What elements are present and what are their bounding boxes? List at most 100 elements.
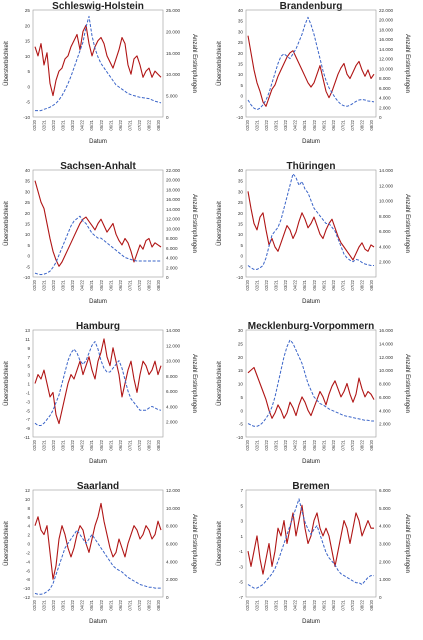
x-tick-label: 06/22 [118, 599, 123, 610]
right-tick-label: 6.000 [166, 542, 178, 547]
right-tick-label: 20.000 [166, 178, 180, 183]
right-tick-label: 6.000 [379, 229, 391, 234]
x-tick-label: 03/22 [283, 119, 288, 130]
left-tick-label: 20 [238, 355, 244, 360]
x-tick-label: 02/20 [32, 279, 37, 290]
x-tick-label: 02/22 [51, 119, 56, 130]
plot-frame [32, 9, 164, 118]
chart-panel: Brandenburg -10 -5 0 5 10 15 20 25 30 35 40 0 2.000 4.… [216, 1, 410, 145]
left-tick-label: 5 [240, 395, 243, 400]
left-tick-label: -12 [23, 595, 30, 600]
left-tick-label: 1 [240, 534, 243, 539]
x-tick-label: 02/22 [51, 599, 56, 610]
left-tick-label: 5 [240, 503, 243, 508]
x-tick-label: 02/21 [255, 279, 260, 290]
right-tick-label: 10.000 [166, 359, 180, 364]
left-tick-label: -5 [26, 100, 31, 105]
right-tick-label: 22.000 [166, 168, 180, 173]
left-tick-label: 0 [240, 94, 243, 99]
left-tick-label: 5 [27, 69, 30, 74]
right-tick-label: 12.000 [166, 343, 180, 348]
chart-panel: Bremen -7 -5 -3 -1 1 3 5 7 0 1.000 2.000 3.000 4.000 5… [216, 481, 410, 625]
chart-title: Saarland [77, 481, 119, 492]
y-left-axis-label: Übersterblichkeit [3, 361, 10, 406]
right-tick-label: 20.000 [379, 18, 393, 23]
plot-frame [245, 489, 377, 598]
left-tick-label: 10 [238, 72, 244, 77]
chart-panel: Mecklenburg-Vorpommern -10 -5 0 5 10 15 20 25 30 2… [216, 321, 410, 465]
left-tick-label: 10 [25, 232, 31, 237]
right-tick-label: 14.000 [379, 47, 393, 52]
x-tick-label: 07/21 [340, 279, 345, 290]
x-tick-label: 03/22 [283, 439, 288, 450]
right-tick-label: 6.000 [379, 86, 391, 91]
left-tick-label: 3 [240, 519, 243, 524]
left-tick-label: 15 [238, 222, 244, 227]
x-axis-label: Datum [89, 619, 107, 625]
x-tick-label: 02/21 [255, 439, 260, 450]
x-tick-label: 03/22 [70, 119, 75, 130]
x-tick-label: 03/21 [61, 439, 66, 450]
y-right-axis-label: Anzahl Erstimpfungen [191, 514, 197, 573]
x-tick-label: 06/22 [118, 439, 123, 450]
left-tick-label: 13 [25, 328, 31, 333]
right-tick-label: 2.000 [166, 265, 178, 270]
x-tick-label: 02/22 [51, 279, 56, 290]
x-tick-label: 02/20 [32, 119, 37, 130]
right-tick-label: 0 [166, 115, 169, 120]
right-tick-label: 18.000 [166, 187, 180, 192]
x-tick-label: 03/21 [61, 279, 66, 290]
x-tick-label: 06/21 [321, 119, 326, 130]
right-tick-label: 5.000 [166, 94, 178, 99]
left-tick-label: -6 [26, 568, 31, 573]
right-tick-label: 8.000 [379, 382, 391, 387]
right-tick-label: 8.000 [166, 524, 178, 529]
x-tick-label: 08/22 [359, 599, 364, 610]
right-tick-label: 20.000 [166, 29, 180, 34]
chart-panel: Saarland -12 -10 -8 -6 -4 -2 0 2 4 6 8 10 12 0 2.000 4.0… [3, 481, 197, 625]
y-left-axis-label: Übersterblichkeit [216, 361, 223, 406]
x-tick-label: 05/21 [302, 119, 307, 130]
left-tick-label: 0 [27, 84, 30, 89]
y-left-axis-label: Übersterblichkeit [3, 201, 10, 246]
left-tick-label: 10 [238, 232, 244, 237]
x-tick-label: 05/22 [99, 599, 104, 610]
x-axis-label: Datum [89, 459, 107, 465]
right-tick-label: 4.000 [379, 244, 391, 249]
x-tick-label: 08/22 [359, 279, 364, 290]
plot-frame [32, 169, 164, 278]
left-tick-label: 0 [240, 408, 243, 413]
x-tick-label: 04/22 [80, 599, 85, 610]
left-tick-label: 10 [238, 382, 244, 387]
left-tick-label: 2 [27, 533, 30, 538]
x-axis-label: Datum [302, 619, 320, 625]
right-tick-label: 12.000 [379, 355, 393, 360]
left-tick-label: 40 [238, 168, 244, 173]
left-tick-label: 0 [27, 542, 30, 547]
chart-title: Brandenburg [280, 1, 343, 12]
right-tick-label: 14.000 [379, 168, 393, 173]
series-line-vaccinations [34, 215, 161, 276]
series-line-vaccinations [247, 339, 374, 427]
right-tick-label: 0 [379, 115, 382, 120]
x-tick-label: 07/22 [350, 119, 355, 130]
plot-frame [245, 9, 377, 118]
left-tick-label: -5 [26, 264, 31, 269]
x-tick-label: 03/21 [274, 119, 279, 130]
x-tick-label: 08/22 [146, 279, 151, 290]
x-tick-label: 06/21 [108, 599, 113, 610]
x-tick-label: 07/22 [137, 439, 142, 450]
x-tick-label: 04/22 [80, 279, 85, 290]
left-tick-label: 4 [27, 524, 30, 529]
series-line-excess-mortality [34, 502, 162, 580]
series-line-vaccinations [247, 498, 374, 589]
left-tick-label: 20 [25, 211, 31, 216]
left-tick-label: 30 [238, 29, 244, 34]
left-tick-label: -10 [236, 115, 243, 120]
right-tick-label: 0 [166, 275, 169, 280]
y-right-axis-label: Anzahl Erstimpfungen [404, 34, 410, 93]
series-line-excess-mortality [247, 191, 375, 261]
right-tick-label: 12.000 [379, 183, 393, 188]
x-tick-label: 07/22 [137, 119, 142, 130]
x-axis-label: Datum [89, 299, 107, 305]
